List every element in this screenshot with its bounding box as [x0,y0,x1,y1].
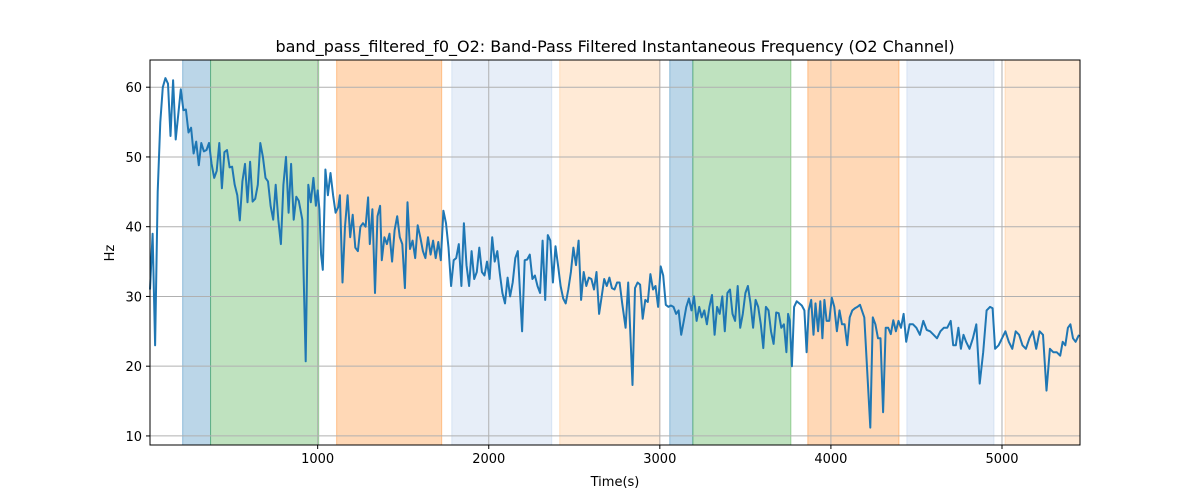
shaded-span [807,59,900,446]
y-tick-label: 30 [125,290,142,305]
y-tick-label: 10 [125,430,142,445]
x-tick-label: 2000 [472,452,505,467]
plot-frame [149,59,1081,446]
y-tick-label: 50 [125,151,142,166]
y-tick-label: 60 [125,81,142,96]
shaded-span [692,59,792,446]
y-tick-label: 20 [125,360,142,375]
x-tick-label: 3000 [643,452,676,467]
chart-title: band_pass_filtered_f0_O2: Band-Pass Filt… [275,37,954,57]
y-tick-label: 40 [125,221,142,236]
x-tick-label: 5000 [985,452,1018,467]
x-tick-label: 4000 [814,452,847,467]
shaded-span [669,59,694,446]
series-line [149,77,1080,429]
shaded-span [906,59,995,446]
y-axis-label: Hz [103,245,118,262]
shaded-span [451,59,553,446]
shaded-span [1004,59,1081,446]
x-tick-label: 1000 [301,452,334,467]
x-axis-label: Time(s) [590,475,640,490]
shaded-span [210,59,320,446]
